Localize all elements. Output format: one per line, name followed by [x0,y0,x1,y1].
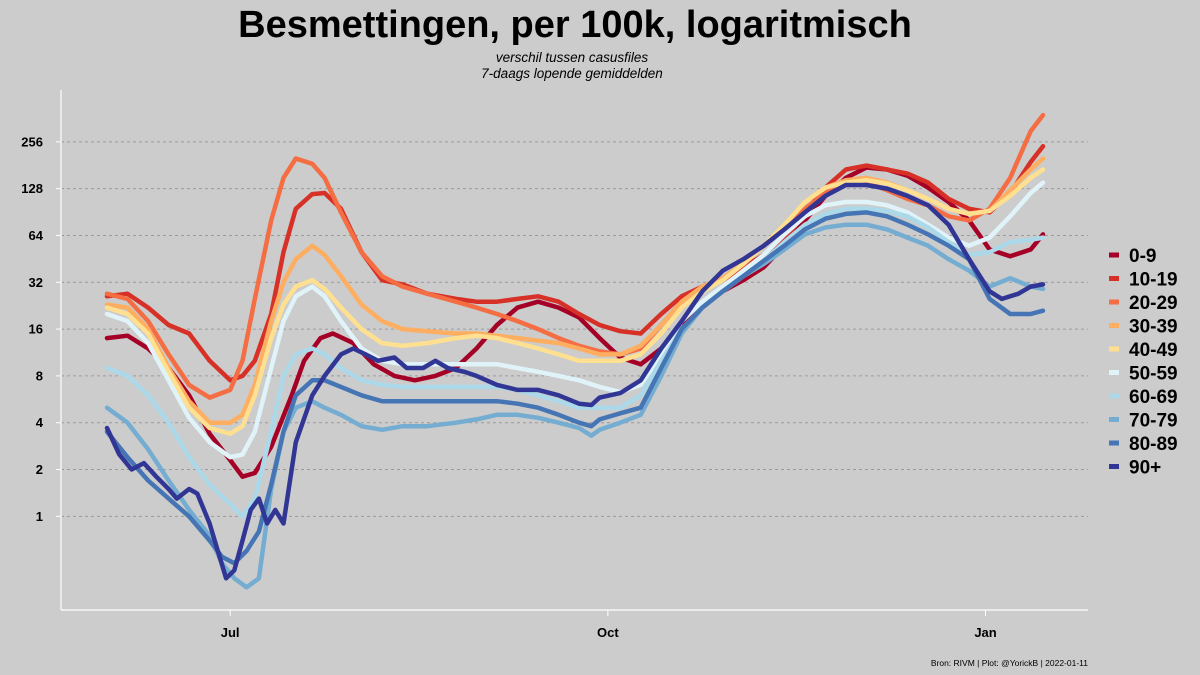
y-tick-label-32: 32 [29,275,43,290]
series-line-10-19 [104,143,1046,383]
legend-label-20-29: 20-29 [1129,293,1178,314]
y-tick-label-8: 8 [36,368,43,383]
legend-label-40-49: 40-49 [1129,340,1178,361]
x-tick-label-jan: Jan [974,625,996,640]
series-line-50-59 [104,180,1046,460]
series-lines [104,112,1046,590]
legend-label-80-89: 80-89 [1129,434,1178,455]
legend-label-60-69: 60-69 [1129,387,1178,408]
x-tick-labels: Jul Oct Jan [221,610,997,640]
y-tick-label-2: 2 [36,462,43,477]
legend-label-70-79: 70-79 [1129,411,1178,432]
chart-title: Besmettingen, per 100k, logaritmisch [238,4,912,46]
series-line-20-29 [104,112,1046,400]
series-line-90plus [104,182,1046,581]
y-tick-label-256: 256 [21,134,43,149]
chart-caption: Bron: RIVM | Plot: @YorickB | 2022-01-11 [931,658,1088,668]
axes [60,90,1088,611]
gridlines [61,141,1088,517]
legend-label-0-9: 0-9 [1129,246,1156,267]
legend-label-30-39: 30-39 [1129,317,1178,338]
y-tick-label-1: 1 [36,509,43,524]
x-tick-label-oct: Oct [597,625,619,640]
series-line-60-69 [104,206,1046,519]
series-line-40-49 [104,167,1046,436]
y-tick-label-128: 128 [21,181,43,196]
chart-subtitle-line-2: 7-daags lopende gemiddelden [481,66,663,81]
chart-subtitle-line-1: verschil tussen casusfiles [496,50,649,65]
x-tick-label-jul: Jul [221,625,240,640]
y-tick-label-4: 4 [36,415,44,430]
legend-label-50-59: 50-59 [1129,364,1178,385]
y-tick-label-64: 64 [29,228,44,243]
series-line-70-79 [104,222,1046,590]
legend-label-90plus: 90+ [1129,458,1161,479]
series-line-80-89 [104,210,1046,566]
legend-label-10-19: 10-19 [1129,270,1178,291]
y-tick-labels: 1 2 4 8 16 32 64 128 256 [21,134,61,524]
y-tick-label-16: 16 [29,322,43,337]
